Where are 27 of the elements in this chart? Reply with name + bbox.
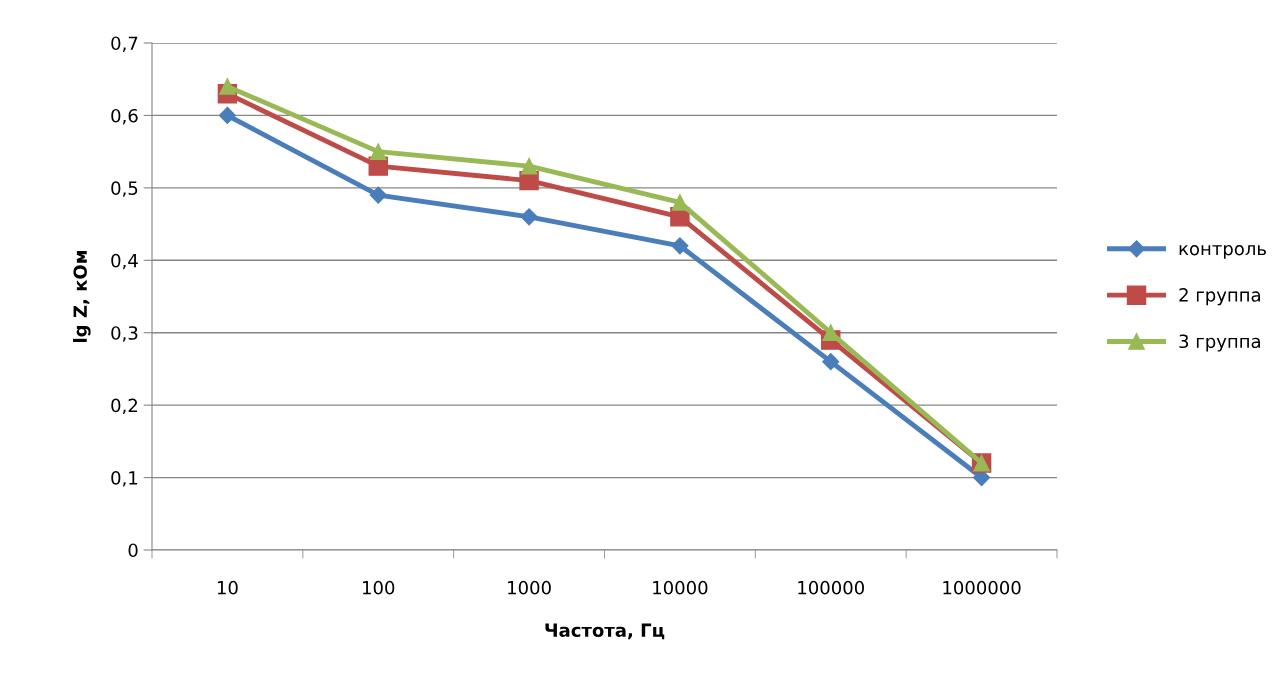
y-tick-label: 0,5 bbox=[111, 181, 138, 197]
point bbox=[520, 208, 538, 226]
point bbox=[369, 143, 387, 160]
point bbox=[671, 237, 689, 255]
y-axis-title: lg Z, кОм bbox=[73, 251, 91, 342]
x-tick-label: 100000 bbox=[798, 580, 865, 595]
y-tick-label: 0,6 bbox=[111, 108, 138, 125]
y-tick-label: 0,3 bbox=[111, 326, 138, 342]
x-tick-label: 100 bbox=[363, 580, 395, 595]
y-tick-label: 0 bbox=[128, 543, 138, 558]
point bbox=[218, 106, 236, 124]
y-tick-label: 0,2 bbox=[111, 398, 137, 415]
legend-label: контроль bbox=[1179, 245, 1266, 259]
x-tick-label: 1000 bbox=[508, 580, 551, 595]
point bbox=[369, 186, 387, 204]
point bbox=[520, 157, 538, 175]
point bbox=[219, 78, 236, 95]
x-tick-label: 10000 bbox=[653, 580, 708, 595]
y-tick-label: 0,1 bbox=[111, 471, 138, 487]
point bbox=[822, 353, 840, 371]
legend-label: 3 группа bbox=[1179, 334, 1260, 352]
x-axis-title: Частота, Гц bbox=[545, 623, 665, 640]
y-tick-label: 0,7 bbox=[111, 36, 138, 52]
y-tick-label: 0,4 bbox=[111, 253, 138, 270]
x-tick-label: 10 bbox=[217, 580, 238, 595]
x-tick-label: 1000000 bbox=[943, 580, 1021, 595]
legend-label: 2 группа bbox=[1179, 288, 1260, 306]
